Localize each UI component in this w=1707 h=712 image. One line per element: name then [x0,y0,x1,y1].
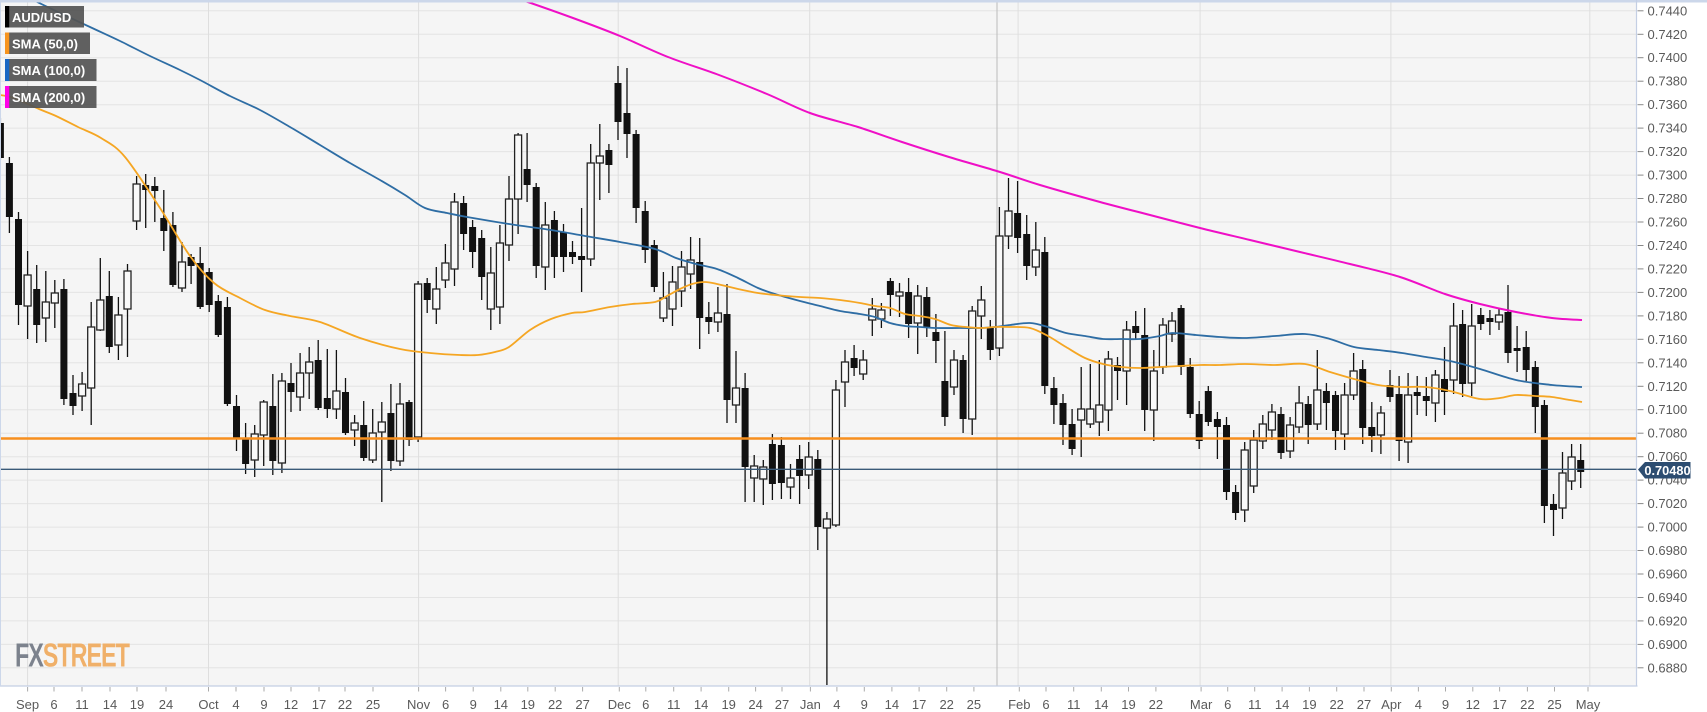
svg-text:0.70480: 0.70480 [1644,463,1690,478]
svg-text:14: 14 [494,697,508,712]
svg-text:24: 24 [159,697,173,712]
svg-text:Sep: Sep [16,697,39,712]
svg-text:0.6960: 0.6960 [1648,567,1688,582]
svg-text:May: May [1576,697,1601,712]
svg-text:17: 17 [1492,697,1506,712]
svg-text:22: 22 [548,697,562,712]
svg-text:27: 27 [1357,697,1371,712]
svg-text:0.7240: 0.7240 [1648,238,1688,253]
svg-text:Oct: Oct [198,697,219,712]
svg-text:0.7060: 0.7060 [1648,449,1688,464]
svg-text:0.7220: 0.7220 [1648,261,1688,276]
svg-text:25: 25 [1547,697,1561,712]
svg-text:0.7360: 0.7360 [1648,97,1688,112]
svg-text:6: 6 [1042,697,1049,712]
svg-text:9: 9 [470,697,477,712]
svg-text:11: 11 [667,697,681,712]
svg-text:4: 4 [232,697,239,712]
svg-text:0.6900: 0.6900 [1648,637,1688,652]
svg-text:11: 11 [75,697,89,712]
svg-text:19: 19 [130,697,144,712]
svg-text:0.7100: 0.7100 [1648,402,1688,417]
svg-text:SMA (200,0): SMA (200,0) [12,90,85,105]
svg-text:Mar: Mar [1190,697,1213,712]
svg-text:19: 19 [1121,697,1135,712]
svg-text:Apr: Apr [1381,697,1402,712]
svg-text:22: 22 [1149,697,1163,712]
svg-text:SMA (50,0): SMA (50,0) [12,36,78,51]
svg-text:19: 19 [721,697,735,712]
svg-text:0.6920: 0.6920 [1648,613,1688,628]
svg-text:9: 9 [1442,697,1449,712]
svg-text:14: 14 [694,697,708,712]
svg-text:11: 11 [1248,697,1262,712]
svg-text:0.7180: 0.7180 [1648,308,1688,323]
svg-text:14: 14 [103,697,117,712]
svg-text:Jan: Jan [800,697,821,712]
svg-text:22: 22 [1329,697,1343,712]
svg-text:12: 12 [284,697,298,712]
svg-text:17: 17 [312,697,326,712]
svg-text:0.7320: 0.7320 [1648,144,1688,159]
svg-text:12: 12 [1466,697,1480,712]
svg-text:22: 22 [338,697,352,712]
svg-text:0.7440: 0.7440 [1648,3,1688,18]
svg-text:SMA (100,0): SMA (100,0) [12,63,85,78]
svg-text:0.7380: 0.7380 [1648,74,1688,89]
svg-text:0.6940: 0.6940 [1648,590,1688,605]
svg-text:Dec: Dec [608,697,632,712]
svg-text:Nov: Nov [407,697,431,712]
svg-text:6: 6 [642,697,649,712]
svg-text:19: 19 [1302,697,1316,712]
svg-text:22: 22 [1520,697,1534,712]
svg-text:0.7200: 0.7200 [1648,285,1688,300]
svg-text:17: 17 [912,697,926,712]
svg-text:0.7140: 0.7140 [1648,355,1688,370]
svg-text:14: 14 [1094,697,1108,712]
svg-text:Feb: Feb [1008,697,1030,712]
svg-text:6: 6 [442,697,449,712]
svg-text:0.6880: 0.6880 [1648,660,1688,675]
svg-text:19: 19 [521,697,535,712]
svg-text:6: 6 [50,697,57,712]
svg-text:27: 27 [775,697,789,712]
svg-text:0.7260: 0.7260 [1648,215,1688,230]
svg-text:0.6980: 0.6980 [1648,543,1688,558]
svg-text:22: 22 [939,697,953,712]
svg-text:9: 9 [260,697,267,712]
svg-text:14: 14 [1275,697,1289,712]
svg-text:0.7300: 0.7300 [1648,168,1688,183]
svg-text:0.7000: 0.7000 [1648,520,1688,535]
svg-text:0.7160: 0.7160 [1648,332,1688,347]
svg-text:0.7340: 0.7340 [1648,121,1688,136]
svg-text:AUD/USD: AUD/USD [12,10,71,25]
svg-text:0.7400: 0.7400 [1648,50,1688,65]
svg-text:FXSTREET: FXSTREET [15,638,130,675]
svg-text:25: 25 [967,697,981,712]
svg-text:0.7080: 0.7080 [1648,426,1688,441]
svg-text:25: 25 [366,697,380,712]
svg-text:0.7120: 0.7120 [1648,379,1688,394]
svg-text:0.7280: 0.7280 [1648,191,1688,206]
svg-text:11: 11 [1067,697,1081,712]
svg-text:4: 4 [1415,697,1422,712]
svg-text:24: 24 [748,697,762,712]
svg-text:14: 14 [885,697,899,712]
svg-text:0.7420: 0.7420 [1648,27,1688,42]
svg-text:27: 27 [575,697,589,712]
svg-text:0.7020: 0.7020 [1648,496,1688,511]
svg-text:6: 6 [1224,697,1231,712]
svg-text:9: 9 [861,697,868,712]
svg-text:4: 4 [833,697,840,712]
